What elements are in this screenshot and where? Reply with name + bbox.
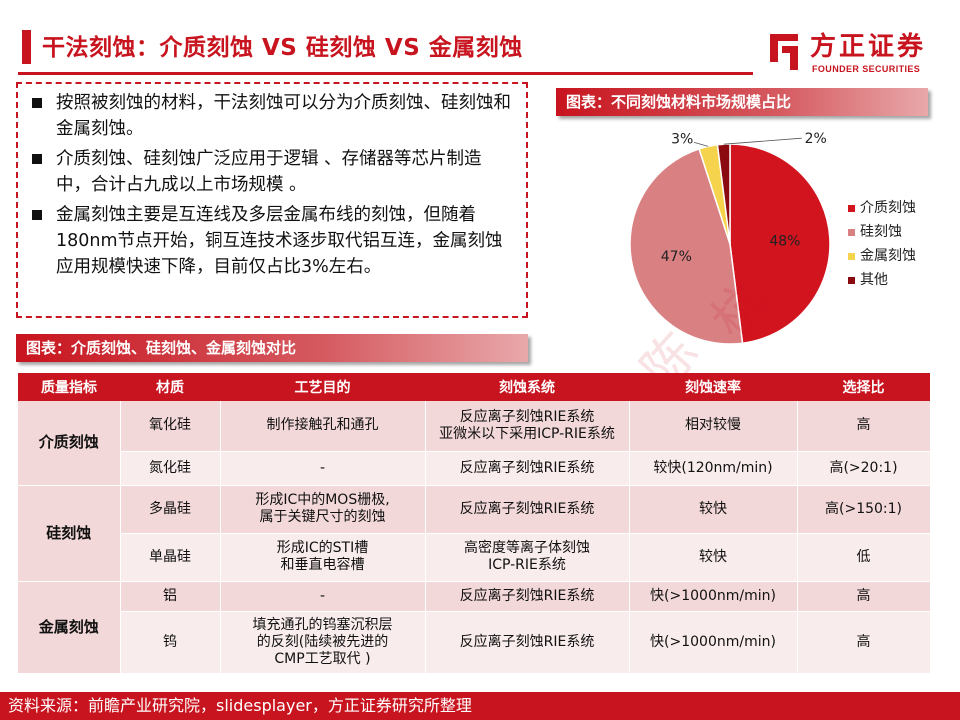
legend-swatch <box>848 229 855 236</box>
table-cell: 反应离子刻蚀RIE系统 <box>425 485 630 534</box>
table-cell: 钨 <box>120 611 221 674</box>
legend-item: 介质刻蚀 <box>848 196 916 220</box>
table-cell: 反应离子刻蚀RIE系统 <box>425 581 630 612</box>
header-cell: 材质 <box>120 373 220 401</box>
logo-text-en: FOUNDER SECURITIES <box>812 64 921 74</box>
legend-item: 硅刻蚀 <box>848 220 916 244</box>
table-cell: - <box>220 451 426 486</box>
page-title: 干法刻蚀：介质刻蚀 VS 硅刻蚀 VS 金属刻蚀 <box>42 35 523 61</box>
table-cell: 高 <box>797 611 931 674</box>
founder-logo-icon <box>770 34 798 70</box>
footer-source: 资料来源：前瞻产业研究院，slidesplayer，方正证券研究所整理 <box>8 696 472 715</box>
table-cell: 高 <box>797 581 931 612</box>
table-cell: 较快 <box>629 485 798 534</box>
table-cell: 相对较慢 <box>629 401 798 452</box>
header-cell: 质量指标 <box>18 373 120 401</box>
table-cell: 氮化硅 <box>120 451 221 486</box>
group-cell: 金属刻蚀 <box>18 581 121 674</box>
table-cell: 制作接触孔和通孔 <box>220 401 426 452</box>
table-cell: 较快(120nm/min) <box>629 451 798 486</box>
table-cell: 反应离子刻蚀RIE系统 亚微米以下采用ICP-RIE系统 <box>425 401 630 452</box>
legend-label: 介质刻蚀 <box>860 200 916 216</box>
table-cell: 填充通孔的钨塞沉积层 的反刻(陆续被先进的 CMP工艺取代 ) <box>220 611 426 674</box>
header-cell: 选择比 <box>797 373 930 401</box>
logo-text-cn: 方正证券 <box>810 32 927 62</box>
pie-leader-line <box>723 137 802 145</box>
legend-label: 硅刻蚀 <box>860 224 902 240</box>
bullet-item: 介质刻蚀、硅刻蚀广泛应用于逻辑 、存储器等芯片制造中，合计占九成以上市场规模 。 <box>32 146 516 198</box>
comparison-table: 质量指标 材质 工艺目的 刻蚀系统 刻蚀速率 选择比 介质刻蚀 氧化硅 制作接触孔和… <box>18 373 931 674</box>
header-cell: 刻蚀速率 <box>629 373 797 401</box>
table-cell: 形成IC中的MOS栅极, 属于关键尺寸的刻蚀 <box>220 485 426 534</box>
table-cell: 较快 <box>629 533 798 582</box>
table-cell: 高密度等离子体刻蚀 ICP-RIE系统 <box>425 533 630 582</box>
title-accent-bar <box>22 30 31 64</box>
table-cell: 低 <box>797 533 931 582</box>
legend-item: 其他 <box>848 268 916 292</box>
legend-swatch <box>848 253 855 260</box>
table-cell: 快(>1000nm/min) <box>629 611 798 674</box>
founder-logo: 方正证券 FOUNDER SECURITIES <box>766 28 946 84</box>
pie-chart-svg: 48% 47% 3% 2% <box>629 131 831 345</box>
legend-swatch <box>848 277 855 284</box>
table-caption: 图表：介质刻蚀、硅刻蚀、金属刻蚀对比 <box>16 334 528 362</box>
table-cell: 单晶硅 <box>120 533 221 582</box>
bullet-square-icon <box>32 154 42 164</box>
bullet-text: 金属刻蚀主要是互连线及多层金属布线的刻蚀，但随着180nm节点开始，铜互连技术逐… <box>56 205 503 277</box>
legend-label: 金属刻蚀 <box>860 248 916 264</box>
legend-item: 金属刻蚀 <box>848 244 916 268</box>
table-cell: - <box>220 581 426 612</box>
table-cell: 形成IC的STI槽 和垂直电容槽 <box>220 533 426 582</box>
table-row: 介质刻蚀 氧化硅 制作接触孔和通孔 反应离子刻蚀RIE系统 亚微米以下采用ICP-RIE… <box>18 401 931 486</box>
legend-label: 其他 <box>860 272 888 288</box>
pie-legend: 介质刻蚀硅刻蚀金属刻蚀其他 <box>848 196 916 292</box>
bullet-text: 按照被刻蚀的材料，干法刻蚀可以分为介质刻蚀、硅刻蚀和金属刻蚀。 <box>56 93 511 139</box>
bullet-square-icon <box>32 210 42 220</box>
market-share-pie-chart: 48% 47% 3% 2% <box>622 128 942 350</box>
summary-bullets: 按照被刻蚀的材料，干法刻蚀可以分为介质刻蚀、硅刻蚀和金属刻蚀。 介质刻蚀、硅刻蚀… <box>16 82 528 318</box>
pie-slice-0 <box>729 143 831 345</box>
bullet-item: 金属刻蚀主要是互连线及多层金属布线的刻蚀，但随着180nm节点开始，铜互连技术逐… <box>32 202 516 280</box>
header-cell: 刻蚀系统 <box>425 373 629 401</box>
footer-bar <box>0 692 960 720</box>
legend-swatch <box>848 205 855 212</box>
table-row: 钨填充通孔的钨塞沉积层 的反刻(陆续被先进的 CMP工艺取代 ) 反应离子刻蚀RIE系… <box>18 611 931 674</box>
pie-label-3: 2% <box>805 131 827 147</box>
table-header-row: 质量指标 材质 工艺目的 刻蚀系统 刻蚀速率 选择比 <box>18 373 930 401</box>
table-cell: 高(>20:1) <box>797 451 931 486</box>
table-cell: 铝 <box>120 581 221 612</box>
table-cell: 快(>1000nm/min) <box>629 581 798 612</box>
pie-label-2: 3% <box>671 131 693 147</box>
table-cell: 高 <box>797 401 931 452</box>
table-cell: 氧化硅 <box>120 401 221 452</box>
table-cell: 反应离子刻蚀RIE系统 <box>425 611 630 674</box>
table-row: 硅刻蚀 多晶硅 形成IC中的MOS栅极, 属于关键尺寸的刻蚀 反应离子刻蚀RIE系统 较快… <box>18 485 931 582</box>
bullet-text: 介质刻蚀、硅刻蚀广泛应用于逻辑 、存储器等芯片制造中，合计占九成以上市场规模 。 <box>56 149 482 195</box>
pie-chart-caption: 图表：不同刻蚀材料市场规模占比 <box>556 88 928 116</box>
bullet-square-icon <box>32 98 42 108</box>
header-cell: 工艺目的 <box>220 373 425 401</box>
table-row: 氮化硅 - 反应离子刻蚀RIE系统 较快(120nm/min) 高(>20:1) <box>18 451 931 486</box>
pie-leader-line <box>694 142 709 147</box>
group-cell: 介质刻蚀 <box>18 401 121 486</box>
group-cell: 硅刻蚀 <box>18 485 121 582</box>
table-cell: 高(>150:1) <box>797 485 931 534</box>
pie-label-0: 48% <box>769 234 800 250</box>
bullet-item: 按照被刻蚀的材料，干法刻蚀可以分为介质刻蚀、硅刻蚀和金属刻蚀。 <box>32 90 516 142</box>
title-divider <box>18 72 753 75</box>
table-cell: 多晶硅 <box>120 485 221 534</box>
pie-label-1: 47% <box>661 249 692 265</box>
table-cell: 反应离子刻蚀RIE系统 <box>425 451 630 486</box>
table-row: 单晶硅 形成IC的STI槽 和垂直电容槽 高密度等离子体刻蚀 ICP-RIE系统 较快低 <box>18 533 931 582</box>
table-row: 金属刻蚀铝 - 反应离子刻蚀RIE系统 快(>1000nm/min) 高 <box>18 581 931 674</box>
